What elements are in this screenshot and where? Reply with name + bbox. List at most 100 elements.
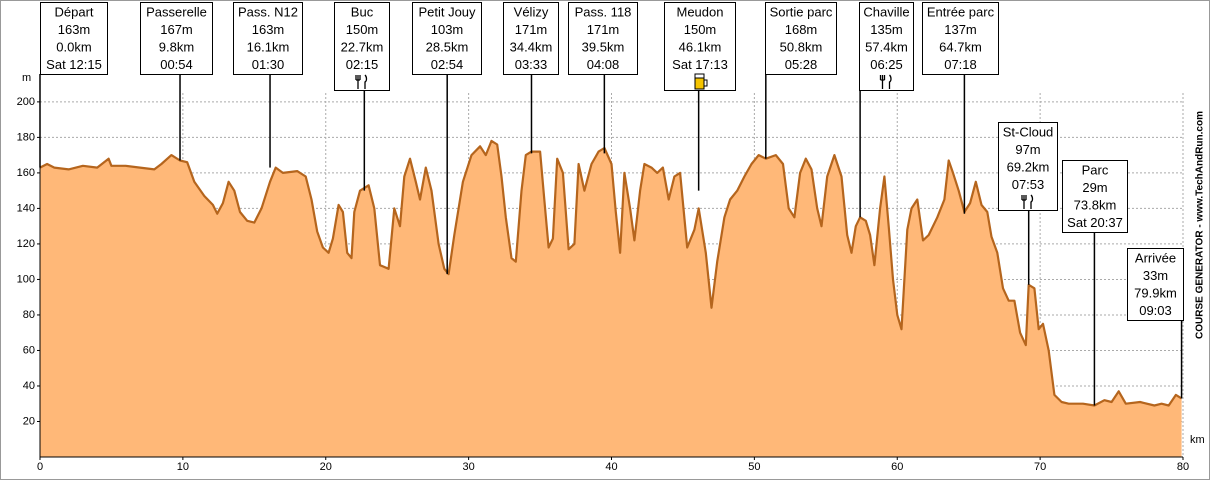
waypoint-elevation-label: 167m [160, 22, 193, 37]
waypoint-name: Passerelle [146, 4, 207, 19]
y-tick-label: 180 [17, 131, 35, 143]
x-tick-label: 70 [1034, 461, 1046, 473]
waypoint-time: 03:33 [515, 57, 548, 72]
y-tick-label: 60 [23, 344, 35, 356]
waypoint-box [1062, 160, 1128, 233]
waypoint-km-label: 64.7km [939, 39, 982, 54]
y-tick-label: 40 [23, 380, 35, 392]
waypoint-box [334, 2, 390, 91]
waypoint-km-label: 34.4km [510, 39, 553, 54]
icon-beer-handle [704, 79, 708, 87]
waypoint-name: Départ [54, 4, 93, 19]
waypoint-time: Sat 20:37 [1067, 215, 1123, 230]
waypoint-elevation-label: 137m [944, 22, 977, 37]
icon-fork [355, 75, 361, 89]
y-tick-label: 120 [17, 238, 35, 250]
waypoint-time: 04:08 [587, 57, 620, 72]
waypoint-km-label: 57.4km [865, 39, 908, 54]
waypoint-time: Sat 12:15 [46, 57, 102, 72]
waypoint-box [765, 2, 837, 75]
waypoint-elevation-label: 29m [1082, 180, 1107, 195]
x-tick-label: 30 [463, 461, 475, 473]
y-tick-label: 80 [23, 309, 35, 321]
waypoint-name: Pass. 118 [575, 4, 632, 19]
waypoint-km-label: 22.7km [341, 39, 384, 54]
waypoint-name: Buc [351, 4, 374, 19]
waypoint-km-label: 46.1km [679, 39, 722, 54]
waypoint-box [922, 2, 999, 75]
icon-knife [888, 74, 892, 89]
waypoint-elevation-label: 135m [870, 22, 903, 37]
waypoint-time: 05:28 [785, 57, 818, 72]
waypoint-name: St-Cloud [1003, 124, 1054, 139]
waypoint-name: Vélizy [514, 4, 549, 19]
waypoint-box [1127, 248, 1184, 321]
waypoint-box [859, 2, 914, 91]
x-tick-label: 0 [37, 461, 43, 473]
y-tick-label: 200 [17, 96, 35, 108]
icon-beer [694, 73, 708, 90]
waypoint-elevation-label: 33m [1143, 268, 1168, 283]
waypoint-km-label: 39.5km [582, 39, 625, 54]
y-tick-label: 20 [23, 415, 35, 427]
waypoint-box [412, 2, 482, 75]
icon-restaurant [355, 74, 368, 89]
waypoint-km-label: 69.2km [1007, 159, 1050, 174]
waypoint-name: Petit Jouy [418, 4, 476, 19]
waypoint-elevation-label: 168m [785, 22, 818, 37]
waypoint-name: Arrivée [1135, 250, 1176, 265]
waypoint-box [998, 122, 1058, 211]
waypoint-km-label: 28.5km [426, 39, 469, 54]
waypoint-elevation-label: 171m [515, 22, 548, 37]
x-tick-label: 40 [605, 461, 617, 473]
waypoint-name: Meudon [677, 4, 724, 19]
waypoint-time: 02:54 [431, 57, 464, 72]
waypoint-box [140, 2, 213, 75]
side-text: COURSE GENERATOR - www.TechAndRun.com [1195, 111, 1206, 339]
waypoint-time: 00:54 [160, 57, 193, 72]
waypoint-box [503, 2, 559, 75]
waypoint-elevation-label: 150m [346, 22, 379, 37]
waypoint-km-label: 0.0km [56, 39, 91, 54]
waypoint-name: Parc [1082, 162, 1109, 177]
y-tick-label: 140 [17, 202, 35, 214]
waypoint-elevation-label: 103m [431, 22, 464, 37]
icon-beer-glass [694, 76, 705, 90]
waypoint-name: Sortie parc [770, 4, 833, 19]
waypoint-time: 09:03 [1139, 303, 1172, 318]
icon-knife [1030, 194, 1034, 209]
waypoint-name: Entrée parc [927, 4, 995, 19]
icon-beer-foam [694, 73, 705, 79]
icon-restaurant [1021, 194, 1034, 209]
waypoint-km-label: 9.8km [159, 39, 194, 54]
waypoint-time: 07:18 [944, 57, 977, 72]
waypoint-km-label: 73.8km [1074, 197, 1117, 212]
area-fill [40, 140, 1182, 457]
icon-restaurant [879, 74, 892, 89]
x-tick-label: 80 [1177, 461, 1189, 473]
x-tick-label: 60 [891, 461, 903, 473]
waypoint-elevation-label: 171m [587, 22, 620, 37]
waypoint-time: 01:30 [252, 57, 285, 72]
waypoint-elevation-label: 97m [1015, 142, 1040, 157]
waypoint-elevation-label: 150m [684, 22, 717, 37]
waypoint-time: 06:25 [870, 57, 903, 72]
x-axis-label: km [1190, 434, 1205, 446]
waypoint-time: Sat 17:13 [672, 57, 728, 72]
waypoint-box [233, 2, 303, 75]
y-tick-label: 100 [17, 273, 35, 285]
x-tick-label: 50 [748, 461, 760, 473]
waypoint-name: Chaville [863, 4, 909, 19]
waypoint-km-label: 50.8km [780, 39, 823, 54]
y-tick-label: 160 [17, 167, 35, 179]
waypoint-km-label: 16.1km [247, 39, 290, 54]
waypoint-time: 07:53 [1012, 177, 1045, 192]
x-tick-label: 20 [320, 461, 332, 473]
icon-fork [879, 75, 886, 89]
y-axis-label: m [22, 72, 31, 84]
waypoint-elevation-label: 163m [58, 22, 91, 37]
icon-fork [1021, 195, 1027, 209]
waypoint-box [40, 2, 108, 75]
icon-knife [364, 74, 368, 89]
